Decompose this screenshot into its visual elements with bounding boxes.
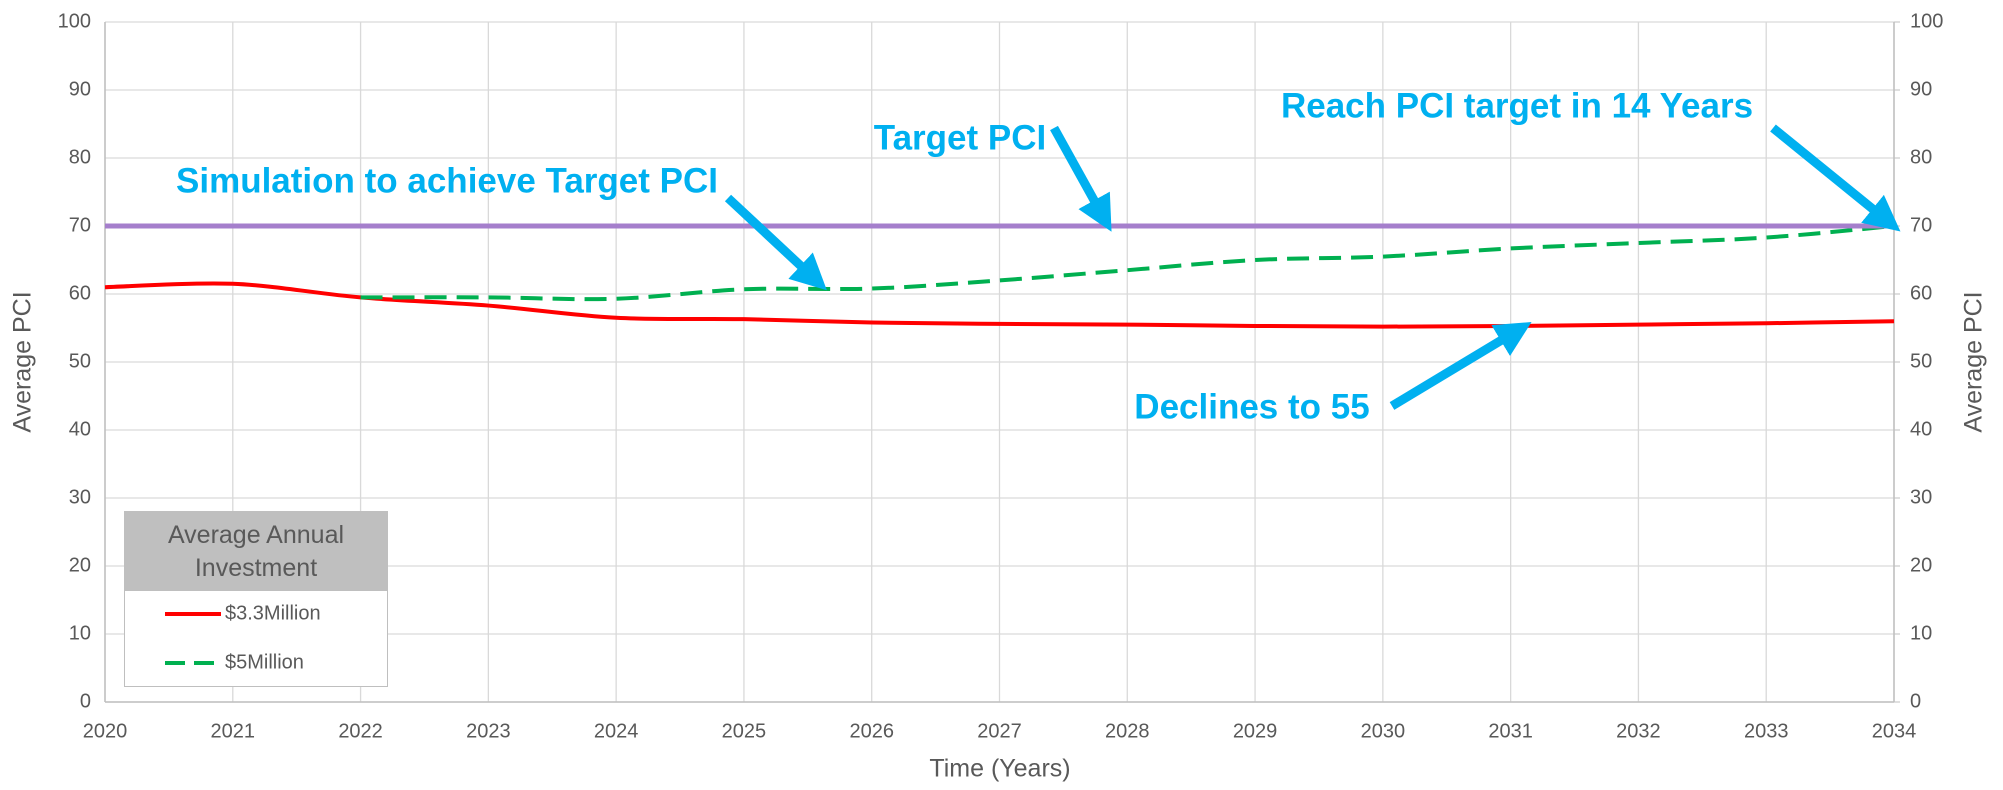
annotation-arrow xyxy=(1770,124,1901,232)
x-tick-label: 2028 xyxy=(1105,720,1150,742)
y-tick-label: 90 xyxy=(69,78,91,100)
y2-tick-label: 30 xyxy=(1910,486,1932,508)
legend: Average Annual Investment $3.3Million $5M… xyxy=(124,511,388,687)
annotation-arrow xyxy=(1389,322,1532,410)
y-tick-label: 30 xyxy=(69,486,91,508)
y-tick-label: 10 xyxy=(69,622,91,644)
y2-tick-label: 90 xyxy=(1910,78,1932,100)
x-tick-label: 2033 xyxy=(1744,720,1789,742)
series-line xyxy=(104,281,1895,329)
y-tick-label: 80 xyxy=(69,146,91,168)
y-tick-label: 20 xyxy=(69,554,91,576)
y2-axis-label: Average PCI xyxy=(1960,291,1988,432)
y2-tick-label: 70 xyxy=(1910,214,1932,236)
y2-tick-label: 100 xyxy=(1910,10,1943,32)
x-tick-label: 2023 xyxy=(466,720,511,742)
y2-tick-label: 40 xyxy=(1910,418,1932,440)
x-tick-label: 2025 xyxy=(722,720,767,742)
legend-items: $3.3Million $5Million xyxy=(165,602,321,673)
y-tick-label: 100 xyxy=(58,10,91,32)
x-tick-label: 2031 xyxy=(1488,720,1533,742)
y-tick-label: 60 xyxy=(69,282,91,304)
annotation-arrow xyxy=(1050,125,1112,232)
x-tick-label: 2022 xyxy=(338,720,383,742)
annotation: Simulation to achieve Target PCI xyxy=(176,161,718,200)
annotation-arrow xyxy=(724,194,827,291)
y2-tick-label: 80 xyxy=(1910,146,1932,168)
y-tick-label: 50 xyxy=(69,350,91,372)
y-axis-label: Average PCI xyxy=(9,291,37,432)
x-tick-label: 2026 xyxy=(849,720,894,742)
y2-tick-label: 20 xyxy=(1910,554,1932,576)
y-tick-label: 40 xyxy=(69,418,91,440)
y-tick-label: 70 xyxy=(69,214,91,236)
y2-tick-label: 60 xyxy=(1910,282,1932,304)
x-tick-label: 2029 xyxy=(1233,720,1278,742)
x-tick-label: 2024 xyxy=(594,720,639,742)
x-tick-label: 2034 xyxy=(1872,720,1917,742)
y2-tick-label: 50 xyxy=(1910,350,1932,372)
x-tick-label: 2032 xyxy=(1616,720,1661,742)
annotation: Declines to 55 xyxy=(1134,387,1369,426)
x-tick-label: 2027 xyxy=(977,720,1022,742)
legend-label: $3.3Million xyxy=(225,602,321,624)
y2-tick-label: 0 xyxy=(1910,690,1921,712)
annotation: Target PCI xyxy=(874,118,1046,157)
annotation: Reach PCI target in 14 Years xyxy=(1281,86,1753,125)
y-tick-label: 0 xyxy=(80,690,91,712)
x-tick-label: 2020 xyxy=(83,720,128,742)
legend-label: $5Million xyxy=(225,651,304,673)
x-axis-label: Time (Years) xyxy=(929,755,1070,783)
x-tick-label: 2030 xyxy=(1361,720,1406,742)
x-tick-label: 2021 xyxy=(211,720,256,742)
legend-title: Average Annual Investment xyxy=(125,512,387,591)
y2-tick-label: 10 xyxy=(1910,622,1932,644)
